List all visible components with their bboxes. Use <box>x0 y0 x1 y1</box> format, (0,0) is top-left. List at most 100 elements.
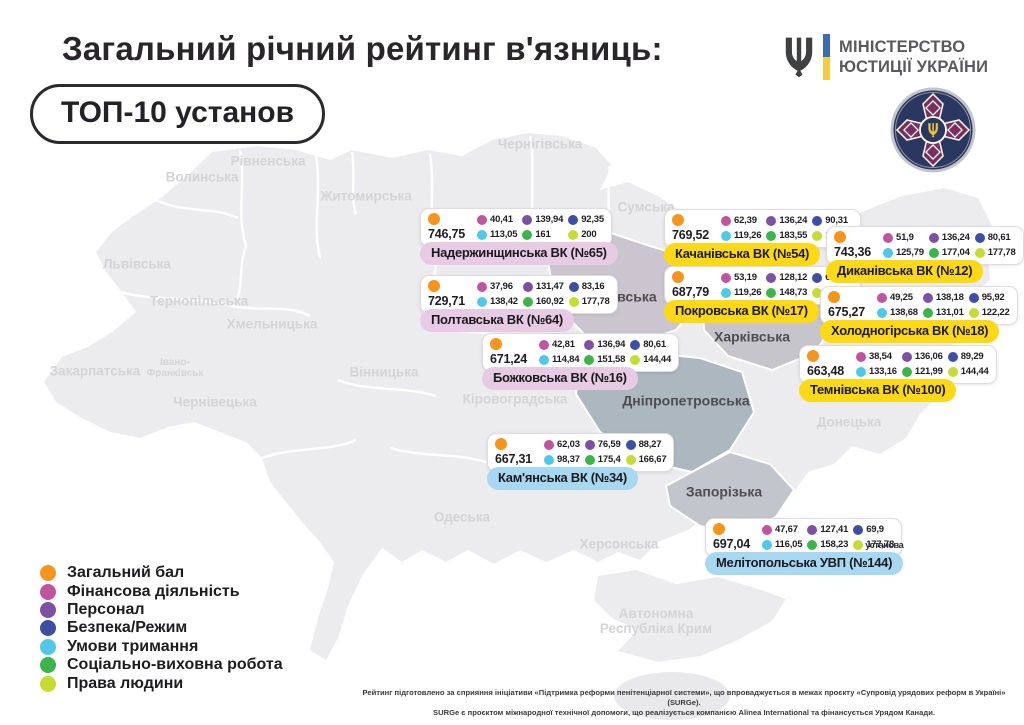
total-score-dot-icon <box>807 350 819 362</box>
rights-dot-icon <box>968 307 979 318</box>
metric-column: 80,61 144,44 <box>630 339 671 365</box>
conditions-legend-dot-icon <box>40 638 56 655</box>
map-label: Автономна Республіка Крим <box>599 606 713 636</box>
prison-card: 671,24 42,81 114,84 136,94 151,58 80,61 144,44… <box>482 333 680 390</box>
social-dot-icon <box>766 230 777 241</box>
conditions-dot-icon <box>856 366 866 377</box>
rights-dot-icon <box>974 247 985 258</box>
prison-card: 697,04 47,67 116,05 127,41 158,23 69,9 177,78 у… <box>705 518 904 575</box>
metric-conditions: 125,79 <box>883 247 924 258</box>
security-dot-icon <box>812 272 823 283</box>
security-dot-icon <box>974 232 985 243</box>
metric-personnel: 136,06 <box>901 351 943 362</box>
prison-card: 687,7953,19119,26128,12148,7360,71177,87… <box>664 266 862 323</box>
metric-security: 83,16 <box>568 281 610 292</box>
prison-name-pill: Мелітопольська УВП (№144) <box>705 552 904 575</box>
rights-dot-icon <box>625 454 636 465</box>
metric-personnel: 128,12 <box>766 272 807 283</box>
ministry-name-line2: ЮСТИЦІЇ УКРАЇНИ <box>839 58 989 76</box>
top10-badge: ТОП-10 установ <box>30 84 326 144</box>
metric-conditions: 116,05 <box>762 539 803 550</box>
personnel-value: 136,94 <box>597 339 626 350</box>
security-value: 83,16 <box>581 281 605 292</box>
legend-label: Соціально-виховна робота <box>67 656 283 674</box>
map-watermark-blob <box>614 672 730 720</box>
metric-column: 89,29 144,44 <box>947 351 989 377</box>
map-label: Закарпатська <box>49 363 141 379</box>
finance-value: 40,41 <box>490 214 513 225</box>
metric-social: 148,73 <box>766 287 807 298</box>
total-score-dot-icon <box>495 438 507 450</box>
social-value: 158,23 <box>820 539 849 550</box>
metric-finance: 49,25 <box>877 292 918 303</box>
conditions-dot-icon <box>539 354 549 365</box>
rights-value: 177,78 <box>866 539 895 550</box>
conditions-value: 138,42 <box>490 296 518 307</box>
metric-social: 158,23 <box>807 539 848 550</box>
conditions-dot-icon <box>762 539 772 550</box>
total-score-column: 663,48 <box>807 350 851 378</box>
finance-value: 49,25 <box>890 292 913 303</box>
social-value: 151,58 <box>597 354 626 365</box>
ministry-name: МІНІСТЕРСТВО ЮСТИЦІЇ УКРАЇНИ <box>839 37 988 77</box>
total-score-column: 675,27 <box>828 291 872 319</box>
map-label: Вінницька <box>349 364 419 380</box>
page-title: Загальний річний рейтинг в'язниць: <box>62 30 663 67</box>
metric-column: 49,25 138,68 <box>877 292 918 318</box>
flag-bar <box>823 34 830 80</box>
personnel-value: 76,59 <box>597 439 621 450</box>
metric-column: 51,9 125,79 <box>883 232 924 258</box>
total-score-column: 746,75 <box>428 213 472 241</box>
prison-card: 729,71 37,96 138,42 131,47 160,92 83,16 177,78… <box>420 275 618 332</box>
social-dot-icon <box>922 307 933 318</box>
rights-value: 144,44 <box>960 366 989 377</box>
rights-dot-icon <box>812 287 823 298</box>
security-dot-icon <box>625 439 636 450</box>
rights-dot-icon <box>630 354 641 365</box>
prison-name-pill: Темнівська ВК (№100) <box>799 379 957 402</box>
metric-finance: 47,67 <box>762 524 802 535</box>
finance-value: 51,9 <box>896 232 914 243</box>
security-dot-icon <box>853 524 864 535</box>
prison-card: 675,27 49,25 138,68 138,18 131,01 95,92 122,22… <box>820 286 1018 343</box>
prison-name-pill: Покровська ВК (№17) <box>664 300 819 323</box>
conditions-value: 119,26 <box>734 287 762 298</box>
metric-conditions: 114,84 <box>539 354 580 365</box>
metric-social: 175,4 <box>584 454 621 465</box>
social-dot-icon <box>584 454 595 465</box>
total-score-value: 743,36 <box>834 245 872 259</box>
metric-security: 92,35 <box>568 214 604 225</box>
total-score-value: 697,04 <box>713 537 751 551</box>
personnel-value: 128,12 <box>779 272 808 283</box>
social-value: 160,92 <box>535 296 564 307</box>
conditions-value: 125,79 <box>896 247 924 258</box>
finance-value: 62,03 <box>557 439 580 450</box>
justice-emblem-icon <box>890 87 976 173</box>
map-label: Чернівецька <box>173 394 257 410</box>
security-value: 89,29 <box>960 351 984 362</box>
finance-value: 37,96 <box>490 281 513 292</box>
metric-column: 53,19 119,26 <box>721 272 762 298</box>
security-value: 69,9 <box>866 524 884 535</box>
metric-column: 128,12 148,73 <box>766 272 807 298</box>
total-score-column: 729,71 <box>428 280 472 308</box>
map-label: Одеська <box>433 509 491 525</box>
total-score-value: 769,52 <box>672 228 710 242</box>
metric-conditions: 119,26 <box>721 287 762 298</box>
prison-card: 746,75 40,41 113,05 139,94 161 92,35 200 Надерж… <box>420 208 618 265</box>
total-score-column: 687,79 <box>672 271 716 299</box>
legend-label: Фінансова діяльність <box>67 582 240 600</box>
trident-icon <box>785 37 813 78</box>
metric-security: 88,27 <box>625 439 667 450</box>
card-values-box: 667,31 62,03 98,37 76,59 175,4 88,27 166,67 <box>487 433 675 472</box>
personnel-dot-icon <box>522 281 533 292</box>
personnel-value: 131,47 <box>535 281 564 292</box>
metric-finance: 40,41 <box>477 214 517 225</box>
legend-item: Персонал <box>40 601 283 619</box>
personnel-dot-icon <box>584 439 595 450</box>
social-value: 175,4 <box>597 454 621 465</box>
total-score-dot-icon <box>428 280 440 292</box>
rights-dot-icon <box>812 230 823 241</box>
metric-column: 136,24 177,04 <box>928 232 970 258</box>
social-value: 131,01 <box>935 307 964 318</box>
